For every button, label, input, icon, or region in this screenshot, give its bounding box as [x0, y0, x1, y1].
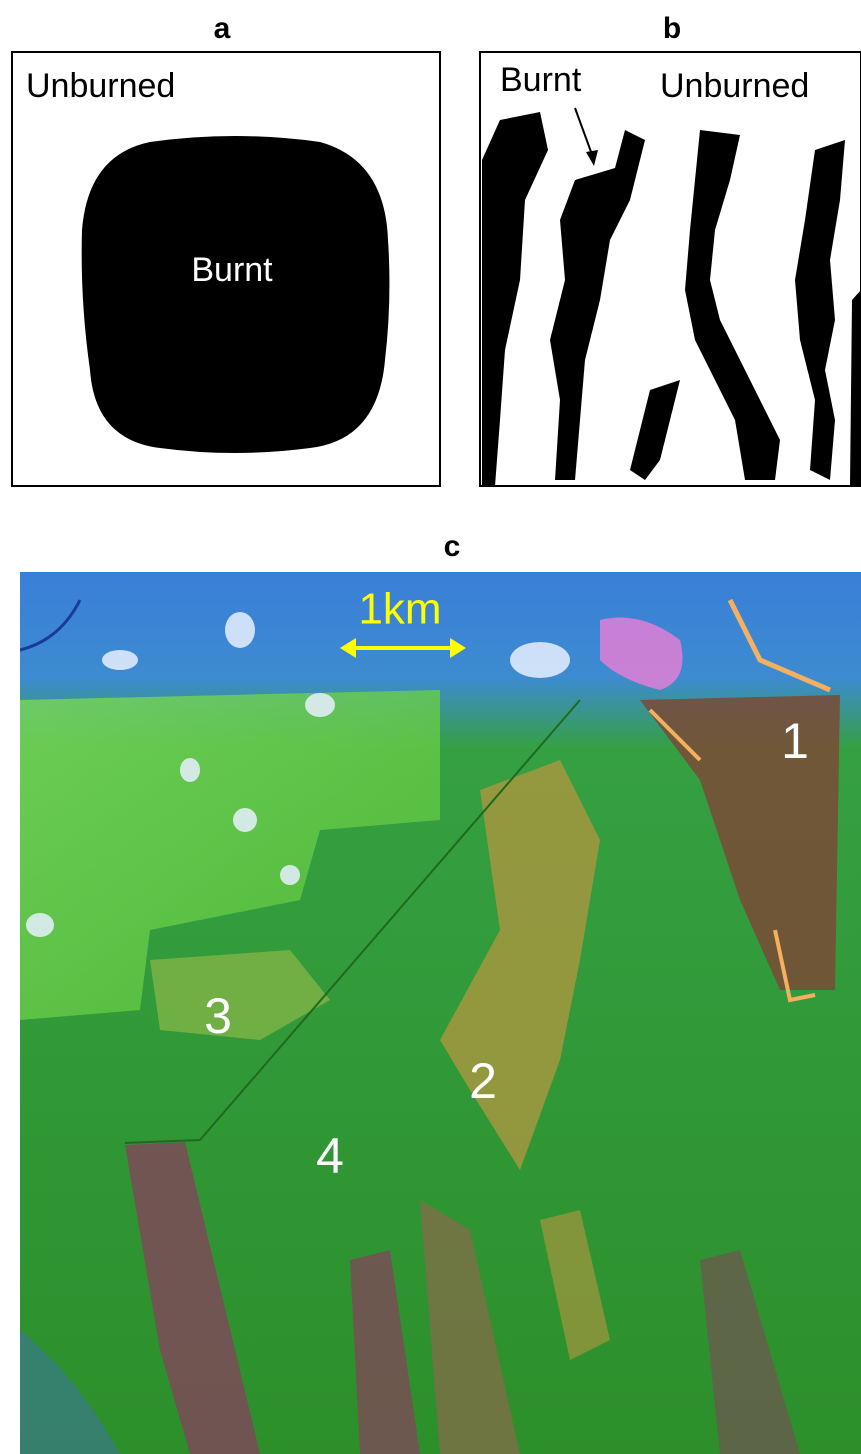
page: a Unburned Burnt b Burnt Unburned c — [0, 0, 861, 1454]
panel-label: a — [214, 12, 231, 45]
region-label: 3 — [204, 988, 232, 1044]
region-label: 2 — [469, 1053, 497, 1109]
satellite-image — [20, 572, 861, 1454]
burnt-label: Burnt — [191, 251, 273, 289]
burnt-area — [82, 136, 390, 453]
panel-label: c — [444, 530, 461, 563]
unburned-label: Unburned — [26, 67, 175, 105]
figure: a Unburned Burnt b Burnt Unburned c — [0, 0, 861, 1454]
panel-label: b — [663, 12, 681, 45]
scale-bar-label: 1km — [358, 585, 441, 634]
burnt-label: Burnt — [500, 61, 582, 99]
region-label: 1 — [781, 713, 809, 769]
unburned-label: Unburned — [660, 67, 809, 105]
region-label: 4 — [316, 1128, 344, 1184]
